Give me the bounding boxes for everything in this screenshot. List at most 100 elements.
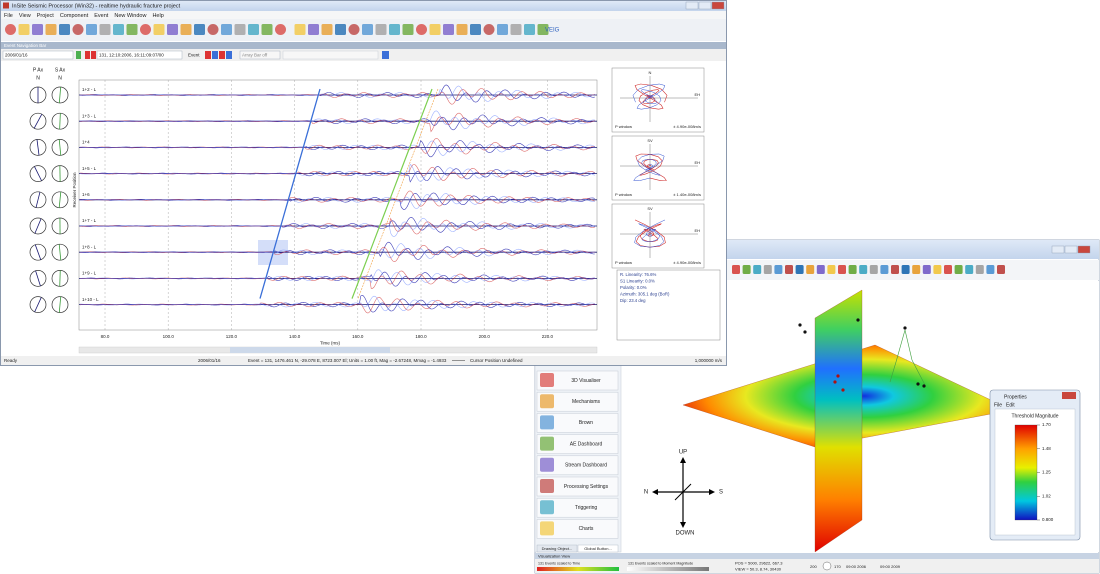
tool-icon[interactable] (732, 265, 740, 274)
tool-icon[interactable] (443, 24, 454, 35)
tool-icon[interactable] (402, 24, 414, 35)
tool-icon[interactable] (456, 24, 468, 35)
tool-icon[interactable] (510, 24, 522, 35)
menu-item[interactable]: New Window (114, 13, 146, 19)
tool-icon[interactable] (194, 24, 205, 35)
tool-icon[interactable] (308, 24, 319, 35)
tool-icon[interactable] (294, 24, 306, 35)
tool-icon[interactable] (891, 265, 899, 274)
tool-icon[interactable] (483, 24, 495, 35)
tool-icon[interactable] (827, 265, 836, 274)
tool-icon[interactable] (880, 265, 889, 274)
tab-label[interactable]: Global Button... (584, 546, 612, 551)
window-button[interactable] (685, 1, 699, 10)
tool-icon[interactable] (140, 24, 151, 35)
tool-icon[interactable] (997, 265, 1005, 274)
tool-icon[interactable] (180, 24, 192, 35)
array-bar[interactable]: Array Bar off (242, 52, 268, 57)
tool-icon[interactable] (901, 265, 910, 274)
nav-button[interactable] (219, 51, 225, 59)
nav-button[interactable] (226, 51, 232, 59)
menu-item[interactable]: Component (60, 13, 89, 19)
tool-icon[interactable] (375, 24, 387, 35)
button-label[interactable]: Processing Settings (564, 484, 609, 490)
tool-icon[interactable] (497, 24, 508, 35)
nav-button[interactable] (212, 51, 218, 59)
tool-icon[interactable] (869, 265, 878, 274)
tool-icon[interactable] (975, 265, 984, 274)
tool-icon[interactable] (537, 24, 549, 35)
tool-icon[interactable] (18, 24, 30, 35)
window-button[interactable] (1051, 245, 1065, 254)
dialog-menu-item[interactable]: Edit (1006, 402, 1015, 408)
tool-icon[interactable] (470, 24, 481, 35)
window-button[interactable] (1064, 245, 1078, 254)
panel-button[interactable] (536, 370, 619, 391)
panel-button[interactable] (536, 434, 619, 454)
tool-icon[interactable] (912, 265, 921, 274)
tool-icon[interactable] (221, 24, 232, 35)
nav-button[interactable] (205, 51, 211, 59)
tool-icon[interactable] (429, 24, 441, 35)
tool-icon[interactable] (742, 265, 751, 274)
button-label[interactable]: Brown (579, 420, 593, 426)
tool-icon[interactable] (348, 24, 360, 35)
scroll-thumb[interactable] (230, 347, 390, 353)
tool-icon[interactable] (965, 265, 974, 274)
button-label[interactable]: Mechanisms (572, 399, 601, 405)
tool-icon[interactable] (248, 24, 259, 35)
tool-icon[interactable] (524, 24, 535, 35)
panel-button[interactable] (536, 519, 619, 539)
tool-icon[interactable] (795, 265, 804, 274)
button-label[interactable]: Charts (579, 526, 594, 532)
tool-icon[interactable] (275, 24, 286, 35)
tool-icon[interactable] (933, 265, 942, 274)
tool-icon[interactable] (5, 24, 16, 35)
tool-icon[interactable] (32, 24, 43, 35)
array-combo[interactable] (239, 50, 281, 60)
menu-item[interactable]: File (4, 13, 13, 19)
dialog-close[interactable] (1062, 392, 1076, 399)
menu-item[interactable]: View (19, 13, 31, 19)
panel-button[interactable] (536, 476, 619, 497)
tool-icon[interactable] (838, 265, 846, 274)
window-button[interactable] (711, 1, 725, 10)
tool-icon[interactable] (986, 265, 995, 274)
event-combo[interactable] (96, 50, 183, 60)
tool-icon[interactable] (806, 265, 815, 274)
tool-icon[interactable] (362, 24, 373, 35)
panel-button[interactable] (536, 497, 619, 518)
event-selector[interactable]: 131, 12:10:2006, 16:11:09:07/00 (99, 52, 164, 57)
tool-icon[interactable] (944, 265, 952, 274)
tool-icon[interactable] (59, 24, 70, 35)
tool-icon[interactable] (335, 24, 346, 35)
button-label[interactable]: 3D Visualiser (571, 378, 601, 384)
tool-icon[interactable] (207, 24, 219, 35)
nav-button[interactable] (85, 51, 90, 59)
date-value[interactable]: 2006/01/16 (5, 52, 28, 57)
time-dial[interactable] (822, 561, 832, 571)
tool-icon[interactable] (416, 24, 427, 35)
panel-button[interactable] (536, 413, 619, 433)
tool-icon[interactable] (859, 265, 868, 274)
tool-icon[interactable] (763, 265, 772, 274)
menu-item[interactable]: Event (94, 13, 109, 19)
nav-button[interactable] (76, 51, 81, 59)
tool-icon[interactable] (954, 265, 963, 274)
tool-icon[interactable] (389, 24, 400, 35)
button-label[interactable]: AE Dashboard (570, 441, 603, 447)
tool-icon[interactable] (153, 24, 165, 35)
tool-icon[interactable] (261, 24, 273, 35)
tool-icon[interactable] (167, 24, 178, 35)
tab[interactable] (577, 544, 619, 553)
tool-icon[interactable] (753, 265, 762, 274)
button-label[interactable]: Stream Dashboard (565, 463, 607, 469)
tool-icon[interactable] (848, 265, 857, 274)
button-label[interactable]: Triggering (575, 505, 598, 511)
menu-item[interactable]: Project (37, 13, 55, 19)
tool-icon[interactable] (126, 24, 138, 35)
tool-icon[interactable] (785, 265, 793, 274)
tool-icon[interactable] (234, 24, 246, 35)
tool-icon[interactable] (816, 265, 825, 274)
tool-icon[interactable] (99, 24, 111, 35)
